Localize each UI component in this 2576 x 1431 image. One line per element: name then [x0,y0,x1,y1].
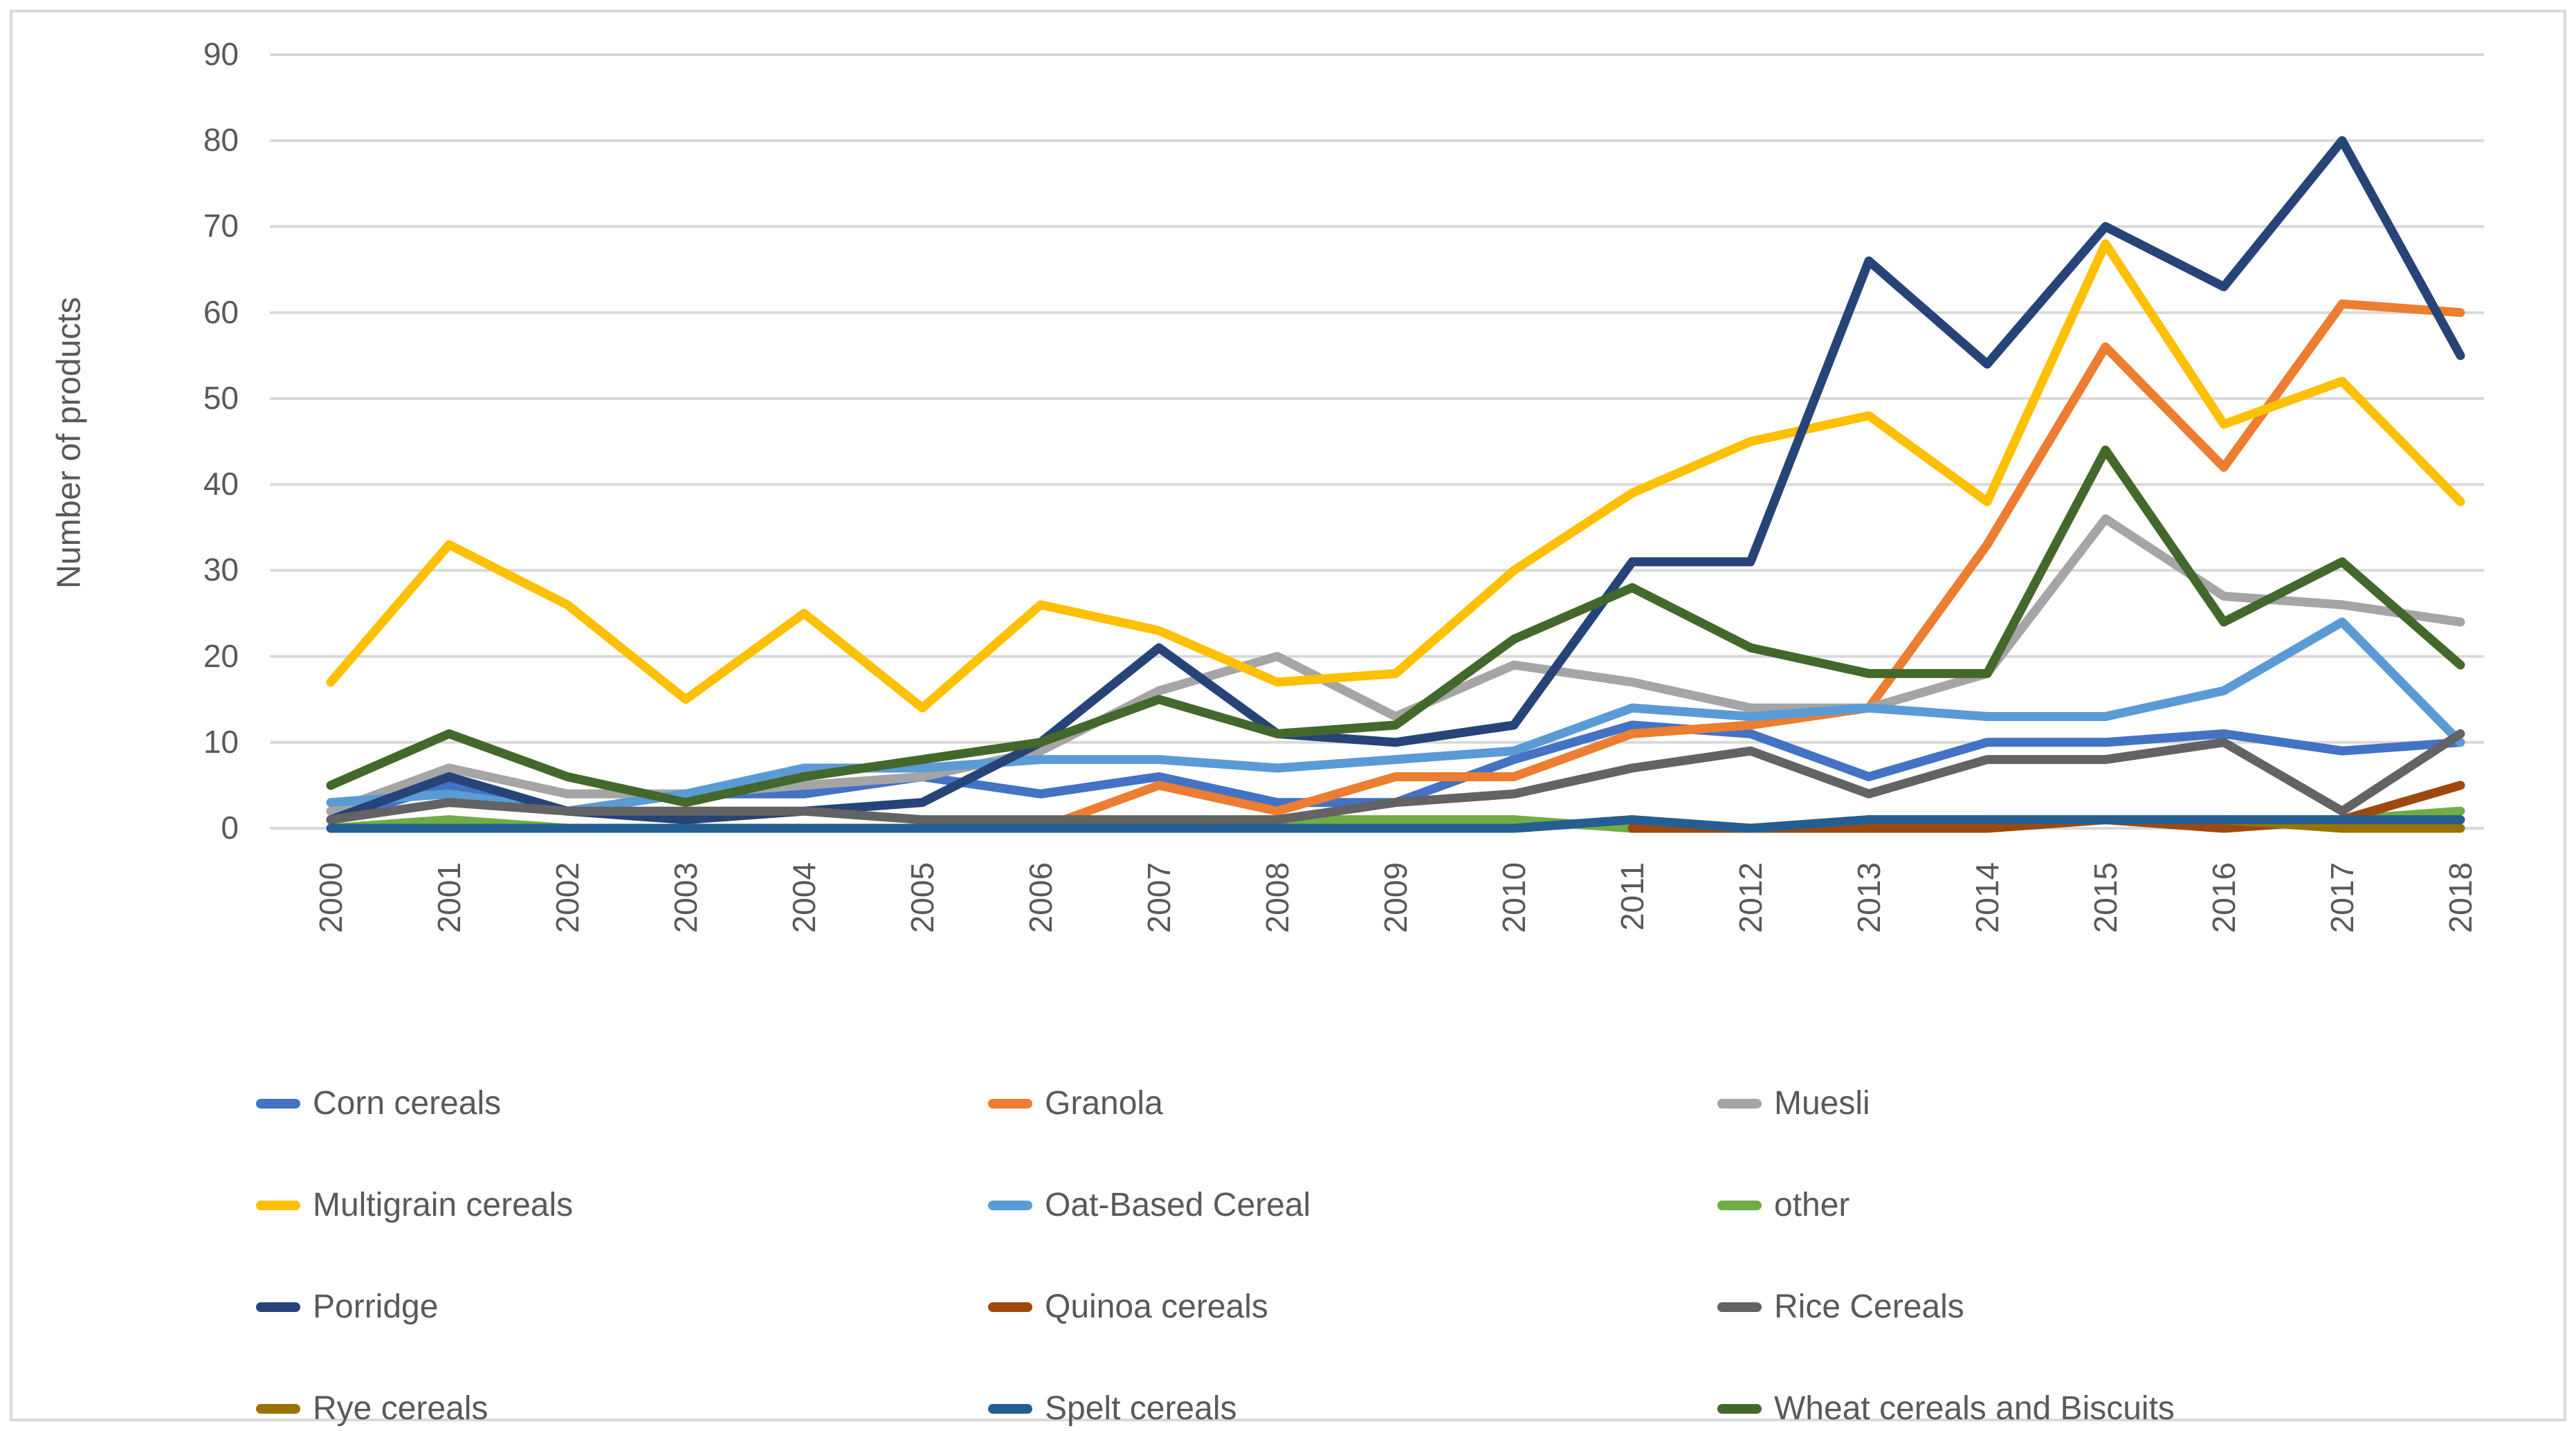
series-line-spelt-cereals [326,815,2465,833]
x-tick-label-2009: 2009 [1378,862,1414,933]
x-tick-label-2018: 2018 [2442,862,2478,933]
x-tick-label-2000: 2000 [313,862,349,933]
series-line-oat-based-cereal [326,617,2465,816]
y-tick-label-10: 10 [203,723,239,760]
x-tick-label-2007: 2007 [1141,862,1177,933]
x-tick-label-2002: 2002 [549,862,585,933]
x-tick-label-2001: 2001 [431,862,467,933]
series-line-muesli [326,514,2465,816]
y-tick-label-60: 60 [203,293,239,330]
y-tick-label-40: 40 [203,466,239,502]
x-tick-label-2004: 2004 [786,862,822,933]
series-line-rice-cereals [326,729,2465,825]
x-tick-label-2017: 2017 [2324,862,2360,933]
series-line-multigrain-cereals [326,239,2465,713]
y-axis-title: Number of products [51,297,88,589]
x-tick-label-2013: 2013 [1851,862,1887,933]
series-line-porridge [326,136,2465,825]
x-tick-label-2014: 2014 [1969,862,2005,933]
x-tick-label-2015: 2015 [2088,862,2123,933]
y-tick-label-50: 50 [203,379,239,416]
x-tick-label-2003: 2003 [668,862,704,933]
x-tick-label-2016: 2016 [2206,862,2242,933]
y-tick-label-80: 80 [203,122,239,158]
x-tick-label-2008: 2008 [1259,862,1295,933]
x-tick-label-2011: 2011 [1614,862,1650,931]
y-tick-label-70: 70 [203,208,239,244]
y-tick-label-0: 0 [221,810,239,846]
y-tick-label-30: 30 [203,552,239,588]
x-tick-label-2010: 2010 [1496,862,1532,933]
y-tick-label-20: 20 [203,637,239,674]
x-tick-label-2005: 2005 [904,862,940,933]
y-tick-label-90: 90 [203,36,239,72]
x-tick-label-2012: 2012 [1733,862,1769,933]
series-line-wheat-cereals-and-biscuits [326,445,2465,808]
x-tick-label-2006: 2006 [1023,862,1059,933]
series-line-granola [1036,299,2465,833]
